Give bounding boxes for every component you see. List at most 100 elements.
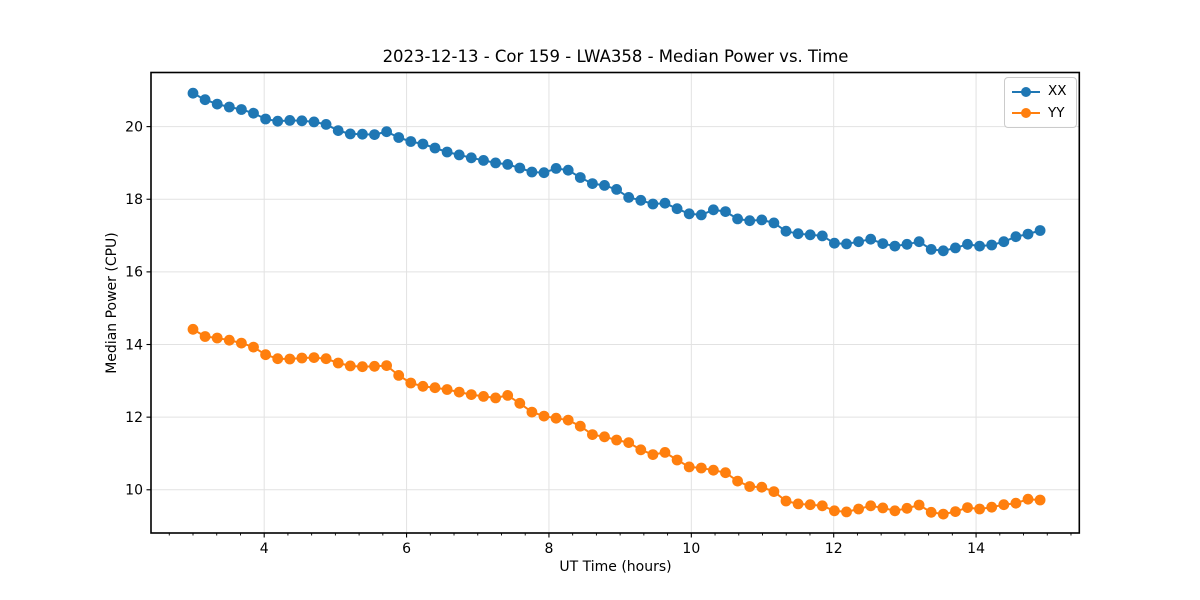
- data-point-xx: [320, 119, 332, 130]
- data-point-yy: [925, 506, 937, 518]
- data-point-xx: [429, 142, 441, 154]
- data-point-xx: [344, 128, 356, 140]
- data-point-yy: [223, 334, 235, 346]
- data-point-xx: [986, 239, 998, 251]
- x-tick-label: 10: [682, 541, 700, 557]
- data-point-yy: [320, 353, 332, 365]
- data-point-yy: [901, 502, 913, 514]
- data-point-xx: [877, 238, 889, 250]
- data-point-yy: [647, 449, 659, 460]
- data-point-xx: [465, 152, 477, 164]
- data-point-yy: [478, 391, 489, 402]
- data-point-yy: [829, 505, 840, 517]
- data-point-xx: [357, 128, 368, 140]
- data-point-yy: [429, 382, 441, 394]
- data-point-yy: [986, 501, 998, 513]
- data-point-xx: [1010, 231, 1022, 243]
- data-point-yy: [369, 360, 380, 372]
- data-point-xx: [562, 164, 574, 176]
- data-point-yy: [816, 500, 828, 512]
- data-point-yy: [744, 481, 756, 492]
- data-point-xx: [829, 237, 840, 249]
- data-point-yy: [514, 397, 526, 409]
- data-point-yy: [998, 499, 1010, 511]
- data-point-xx: [199, 94, 211, 106]
- data-point-xx: [211, 98, 223, 110]
- legend-line-marker-icon: [1012, 108, 1040, 119]
- data-point-xx: [490, 157, 501, 169]
- data-point-yy: [490, 392, 501, 404]
- data-point-xx: [816, 230, 828, 242]
- data-point-xx: [1022, 228, 1034, 240]
- data-point-xx: [369, 129, 380, 141]
- data-point-yy: [344, 360, 356, 372]
- data-point-xx: [937, 245, 949, 257]
- data-point-yy: [695, 462, 707, 474]
- data-point-xx: [623, 192, 635, 203]
- data-point-yy: [587, 429, 598, 440]
- data-point-xx: [889, 240, 901, 252]
- data-point-yy: [550, 412, 562, 424]
- series-line-yy: [192, 328, 1042, 516]
- data-point-yy: [683, 461, 695, 473]
- x-tick-label: 4: [260, 541, 269, 557]
- data-point-xx: [720, 206, 731, 218]
- data-point-xx: [756, 214, 768, 226]
- data-point-yy: [441, 384, 453, 395]
- data-point-yy: [453, 386, 465, 398]
- data-point-xx: [441, 146, 453, 158]
- x-tick-label: 14: [967, 541, 985, 557]
- data-point-xx: [647, 198, 659, 210]
- data-point-yy: [720, 467, 731, 479]
- data-point-xx: [405, 136, 417, 147]
- data-point-xx: [272, 115, 284, 127]
- data-point-xx: [998, 236, 1010, 248]
- data-point-yy: [732, 475, 743, 487]
- data-point-xx: [223, 101, 235, 113]
- data-point-yy: [502, 390, 514, 401]
- y-tick-label: 14: [125, 337, 143, 353]
- data-point-xx: [187, 87, 199, 99]
- legend-dot-swatch: [1021, 108, 1031, 119]
- data-point-yy: [574, 420, 586, 432]
- data-point-xx: [308, 116, 320, 128]
- data-point-xx: [950, 242, 961, 254]
- data-point-yy: [708, 464, 719, 476]
- data-point-xx: [236, 104, 247, 115]
- data-point-yy: [260, 349, 271, 361]
- data-point-xx: [550, 163, 562, 174]
- data-point-yy: [671, 454, 683, 466]
- data-point-xx: [913, 236, 925, 248]
- x-tick-label: 6: [402, 541, 411, 557]
- data-point-xx: [538, 167, 550, 179]
- data-point-yy: [623, 437, 635, 448]
- data-point-yy: [1022, 493, 1034, 505]
- x-tick-label: 12: [825, 541, 843, 557]
- data-point-xx: [853, 236, 864, 248]
- data-point-yy: [865, 500, 877, 512]
- data-point-yy: [611, 434, 622, 446]
- data-point-yy: [1034, 494, 1046, 506]
- data-point-xx: [695, 209, 707, 221]
- data-point-xx: [841, 238, 852, 250]
- axes-border: [150, 71, 1081, 534]
- data-point-yy: [187, 323, 199, 335]
- data-point-xx: [708, 204, 719, 216]
- data-point-yy: [199, 331, 211, 342]
- data-point-yy: [357, 361, 368, 373]
- data-point-yy: [659, 447, 671, 458]
- data-point-xx: [1034, 225, 1046, 236]
- data-point-xx: [599, 180, 610, 191]
- data-point-yy: [211, 332, 223, 344]
- data-point-yy: [465, 389, 477, 400]
- data-point-xx: [804, 229, 816, 241]
- legend: XX YY: [1004, 77, 1077, 128]
- data-point-yy: [804, 499, 816, 511]
- data-point-yy: [877, 502, 889, 514]
- data-point-yy: [381, 360, 392, 371]
- legend-line-marker-icon: [1012, 86, 1040, 97]
- data-point-yy: [284, 353, 296, 365]
- data-point-xx: [381, 126, 392, 138]
- data-point-yy: [526, 406, 538, 418]
